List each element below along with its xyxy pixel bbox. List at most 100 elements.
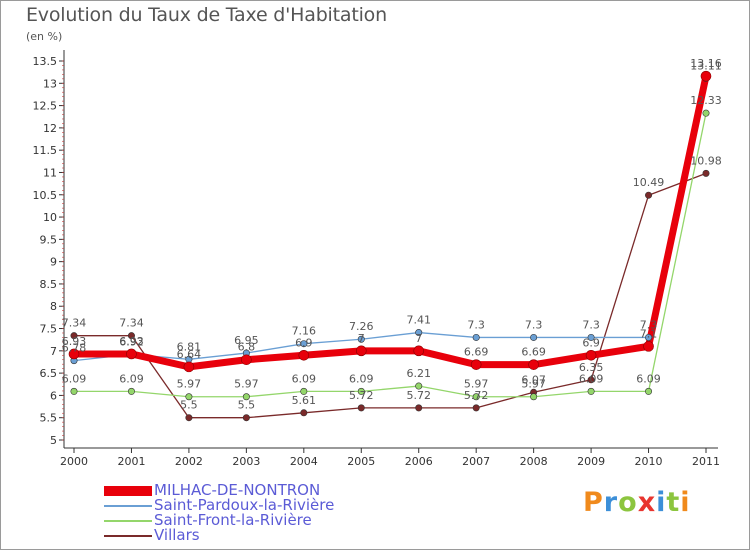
x-tick-label: 2003 <box>232 455 260 468</box>
legend-swatch <box>104 486 152 496</box>
data-point <box>645 387 653 395</box>
data-label: 6.93 <box>119 335 144 348</box>
x-tick-label: 2000 <box>60 455 88 468</box>
series-line-2 <box>73 112 707 398</box>
series-line-3 <box>73 172 707 419</box>
data-point <box>530 333 538 341</box>
data-point <box>242 414 250 422</box>
data-label: 10.98 <box>690 154 722 167</box>
data-label: 6.93 <box>62 335 87 348</box>
data-label: 6.78 <box>62 342 87 355</box>
y-tick-label: 11 <box>43 166 57 179</box>
data-label: 6.69 <box>464 346 489 359</box>
data-point <box>587 376 595 384</box>
data-point <box>415 382 423 390</box>
data-label: 6.8 <box>238 341 256 354</box>
data-label: 7.26 <box>349 320 374 333</box>
data-point <box>585 349 597 361</box>
data-point <box>300 409 308 417</box>
line-chart: 5 5.5 6 6.5 7 7.5 8 8.5 9 9.5 10 10.5 11 11.5 12 12.5 13… <box>33 50 722 468</box>
data-point <box>528 359 539 370</box>
y-tick-label: 11.5 <box>33 144 58 157</box>
data-point <box>127 332 135 340</box>
x-tick-label: 2004 <box>290 455 318 468</box>
data-point <box>298 349 310 361</box>
data-label: 5.97 <box>521 378 546 391</box>
data-point <box>357 387 365 395</box>
logo-letter: i <box>656 487 667 518</box>
data-point <box>300 340 308 348</box>
y-tick-label: 8 <box>50 300 57 313</box>
x-tick-label: 2001 <box>117 455 145 468</box>
legend-label: Saint-Pardoux-la-Rivière <box>154 496 335 514</box>
data-point <box>413 345 425 357</box>
data-point <box>700 70 712 82</box>
x-tick-label: 2005 <box>347 455 375 468</box>
chart-title: Evolution du Taux de Taxe d'Habitation <box>26 4 387 26</box>
data-point <box>185 393 193 401</box>
logo-letter: r <box>603 487 619 518</box>
x-tick-label: 2011 <box>692 455 720 468</box>
data-label: 6.64 <box>177 348 202 361</box>
data-label: 7.41 <box>406 314 431 327</box>
legend-swatch <box>104 520 152 522</box>
legend-swatch <box>104 505 152 507</box>
data-point <box>415 404 423 412</box>
data-point <box>185 414 193 422</box>
data-label: 6.69 <box>521 346 546 359</box>
y-tick-label: 13.5 <box>33 55 58 68</box>
y-tick-label: 12 <box>43 122 57 135</box>
data-label: 7.34 <box>119 317 144 330</box>
data-label: 5.97 <box>177 378 202 391</box>
data-label: 5.72 <box>349 389 374 402</box>
data-label: 5.5 <box>180 399 198 412</box>
y-tick-label: 8.5 <box>40 278 58 291</box>
logo-letter: x <box>637 487 657 518</box>
data-label: 7 <box>358 332 365 345</box>
data-label: 6.09 <box>292 372 317 385</box>
data-label: 13.11 <box>690 59 722 72</box>
data-point <box>587 333 595 341</box>
data-label: 5.5 <box>238 399 256 412</box>
y-tick-label: 7 <box>50 345 57 358</box>
y-tick-label: 9.5 <box>40 233 58 246</box>
data-point <box>643 341 654 352</box>
proxiti-logo: Proxiti <box>583 487 691 518</box>
y-tick-label: 12.5 <box>33 100 58 113</box>
data-point <box>241 354 252 366</box>
y-tick-label: 9 <box>50 256 57 269</box>
data-label: 6.09 <box>62 372 87 385</box>
data-point <box>645 333 653 341</box>
data-label: 6.35 <box>579 361 604 374</box>
y-tick-label: 5 <box>50 434 57 447</box>
x-tick-label: 2008 <box>520 455 548 468</box>
logo-letter: o <box>618 487 638 518</box>
data-label: 5.61 <box>292 394 317 407</box>
x-tick-label: 2006 <box>405 455 433 468</box>
data-label: 6.81 <box>177 340 202 353</box>
data-point <box>70 387 78 395</box>
data-label: 7.3 <box>525 318 543 331</box>
data-point <box>415 329 423 337</box>
data-point <box>355 345 367 357</box>
data-label: 7.1 <box>640 327 658 340</box>
data-point <box>472 393 480 401</box>
data-label: 6.09 <box>636 372 661 385</box>
data-point <box>470 359 482 370</box>
data-label: 6.92 <box>119 335 144 348</box>
x-tick-label: 2007 <box>462 455 490 468</box>
data-label: 7.3 <box>640 318 658 331</box>
data-point <box>357 335 365 343</box>
data-point <box>70 332 78 340</box>
logo-letter: P <box>583 487 604 518</box>
legend-swatch <box>104 535 152 537</box>
y-tick-label: 6 <box>50 389 57 402</box>
data-point <box>702 109 710 117</box>
logo-letter: i <box>680 487 691 518</box>
data-label: 6.07 <box>521 373 546 386</box>
data-point <box>472 404 480 412</box>
y-tick-label: 7.5 <box>40 323 58 336</box>
data-label: 5.72 <box>464 389 489 402</box>
unit-label: (en %) <box>26 30 63 43</box>
x-tick-label: 2009 <box>577 455 605 468</box>
